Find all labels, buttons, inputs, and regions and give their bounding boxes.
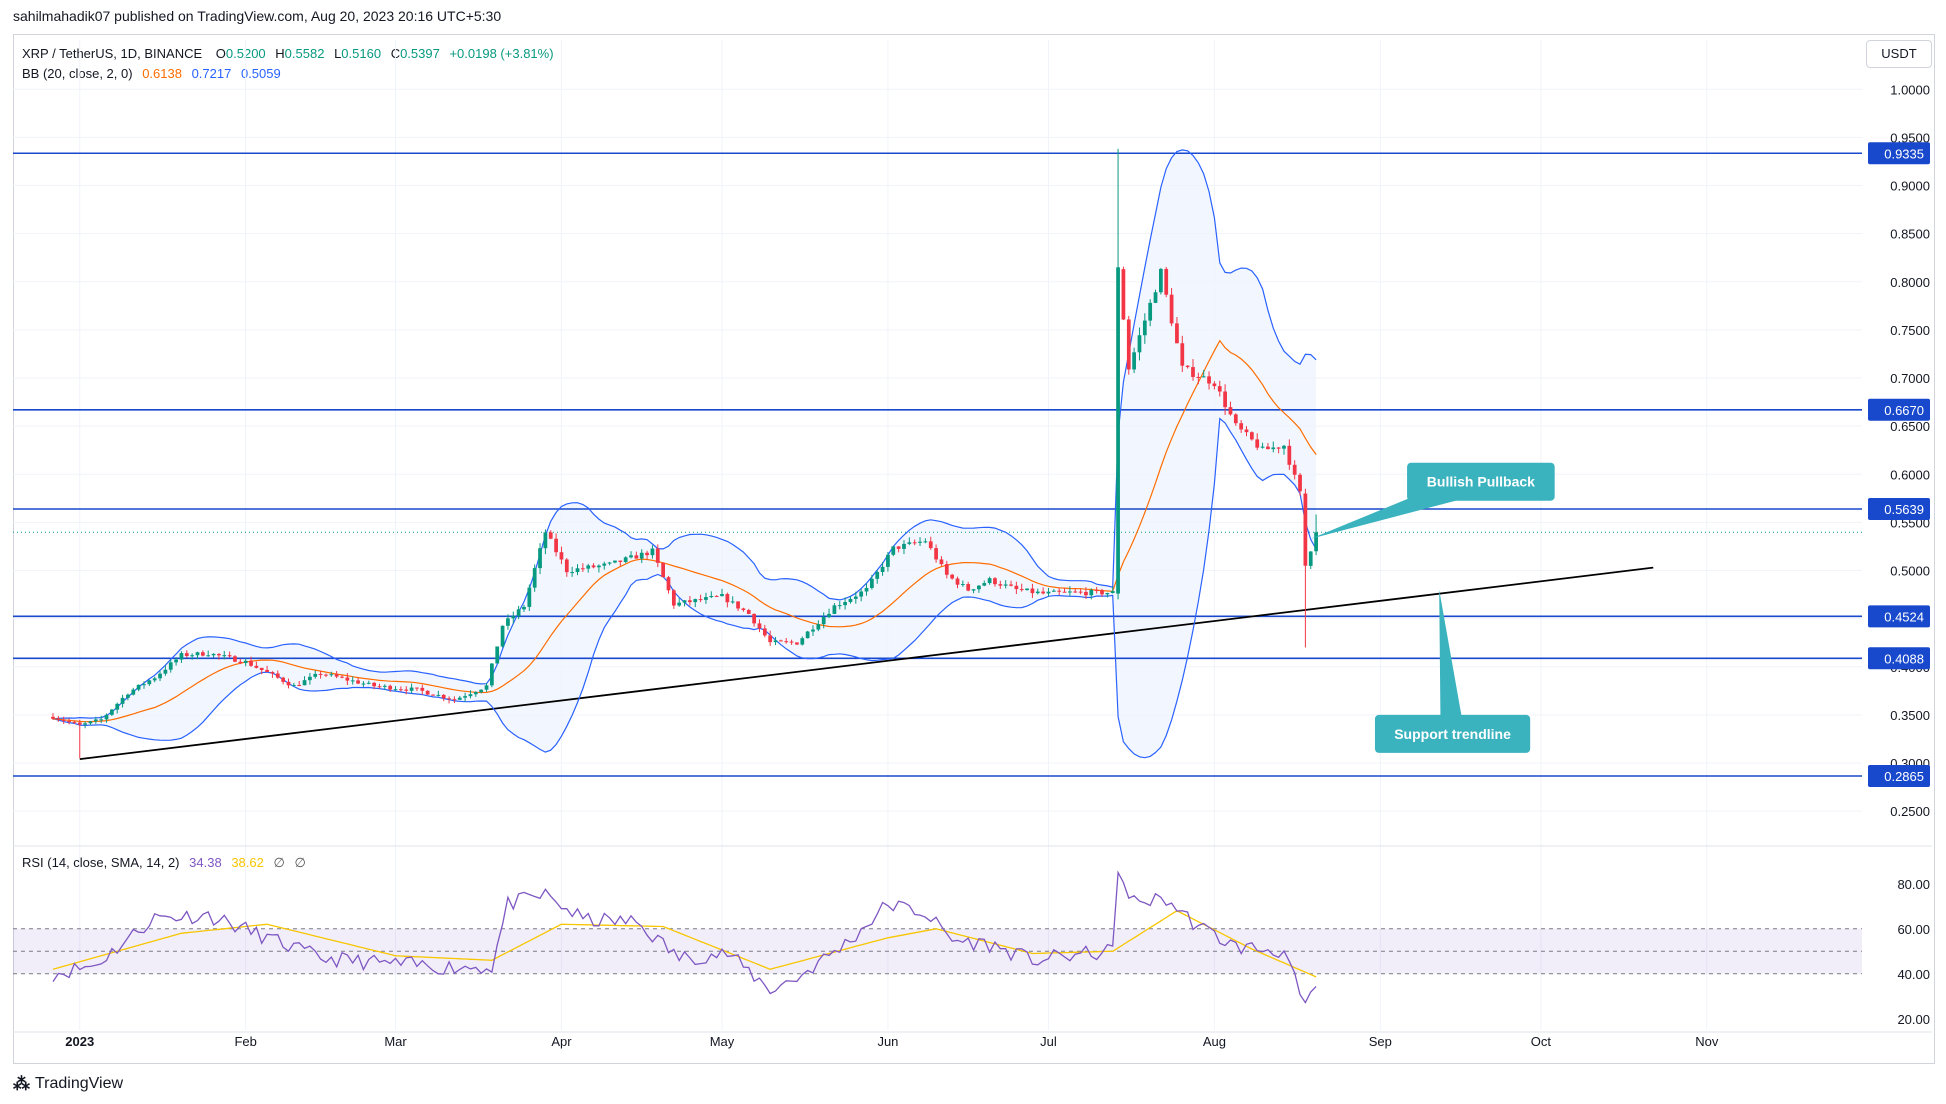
currency-button[interactable]: USDT xyxy=(1866,40,1932,68)
bb-basis-value: 0.6138 xyxy=(142,66,182,81)
chart-frame xyxy=(13,34,1935,1064)
bb-legend: BB (20, close, 2, 0) 0.6138 0.7217 0.505… xyxy=(22,66,281,81)
rsi-na-1: ∅ xyxy=(273,855,285,870)
open-value: 0.5200 xyxy=(225,46,266,61)
symbol-label[interactable]: XRP / TetherUS, 1D, BINANCE xyxy=(22,46,203,61)
change-value: +0.0198 (+3.81%) xyxy=(449,46,554,61)
high-label: H xyxy=(275,46,285,61)
close-value: 0.5397 xyxy=(400,46,440,61)
tradingview-logo-icon: ⁂ xyxy=(13,1074,30,1093)
tradingview-footer[interactable]: ⁂ TradingView xyxy=(13,1074,123,1094)
bb-lower-value: 0.5059 xyxy=(240,66,281,81)
rsi-ma-value: 38.62 xyxy=(231,855,264,870)
symbol-legend: XRP / TetherUS, 1D, BINANCE O0.5200 H0.5… xyxy=(22,46,554,61)
close-label: C xyxy=(390,46,401,61)
brand-label: TradingView xyxy=(35,1075,124,1092)
low-label: L xyxy=(334,46,342,61)
bb-upper-value: 0.7217 xyxy=(191,66,232,81)
rsi-na-2: ∅ xyxy=(294,855,306,870)
published-caption: sahilmahadik07 published on TradingView.… xyxy=(13,8,502,24)
rsi-legend: RSI (14, close, SMA, 14, 2) 34.38 38.62 … xyxy=(22,855,306,871)
rsi-label[interactable]: RSI (14, close, SMA, 14, 2) xyxy=(22,855,180,870)
bb-label[interactable]: BB (20, close, 2, 0) xyxy=(22,66,133,81)
low-value: 0.5160 xyxy=(341,46,382,61)
high-value: 0.5582 xyxy=(284,46,325,61)
open-label: O xyxy=(215,46,226,61)
rsi-value: 34.38 xyxy=(189,855,222,870)
